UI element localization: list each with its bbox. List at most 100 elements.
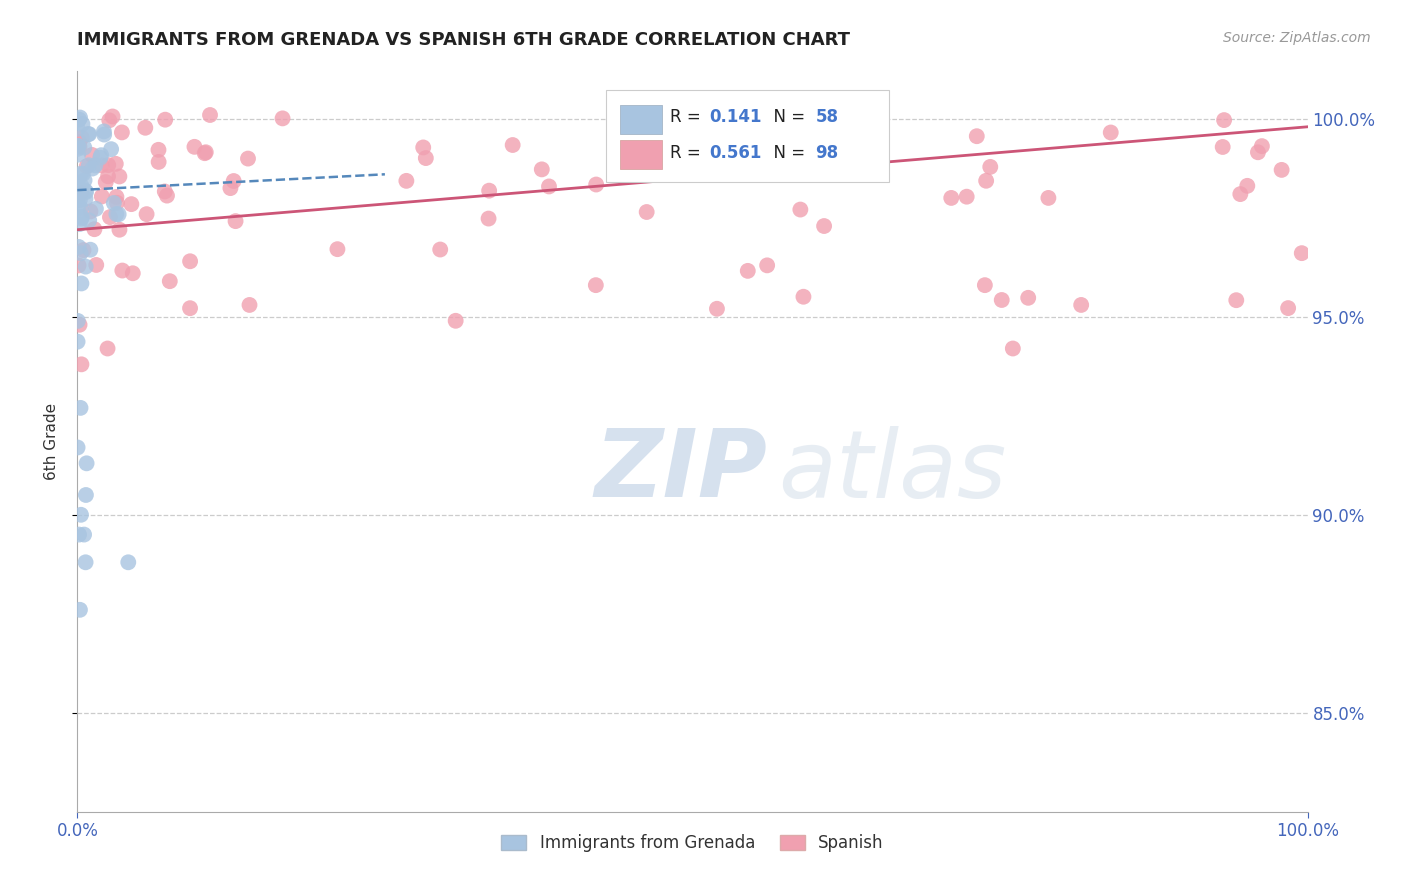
Point	[69, 217, 91, 231]
Point	[66, 142, 89, 156]
Point	[585, 178, 607, 192]
Point	[69, 193, 91, 207]
Point	[979, 160, 1001, 174]
Point	[444, 314, 467, 328]
Point	[148, 143, 170, 157]
Point	[77, 158, 100, 172]
Point	[79, 204, 101, 219]
Point	[69, 401, 91, 415]
Point	[156, 188, 179, 202]
Point	[70, 186, 93, 200]
Point	[76, 456, 98, 470]
Point	[530, 162, 553, 177]
Point	[69, 201, 91, 215]
Point	[70, 210, 93, 224]
Point	[502, 138, 524, 153]
Point	[135, 207, 157, 221]
Point	[75, 184, 97, 198]
Point	[75, 555, 97, 569]
Point	[477, 211, 499, 226]
Point	[1001, 342, 1024, 356]
Text: N =: N =	[762, 144, 810, 161]
Point	[84, 158, 107, 172]
Text: 58: 58	[815, 108, 838, 127]
Point	[100, 142, 122, 156]
Point	[70, 277, 93, 291]
Point	[66, 121, 89, 136]
Point	[84, 258, 107, 272]
Point	[73, 140, 96, 154]
Point	[808, 139, 831, 153]
Text: IMMIGRANTS FROM GRENADA VS SPANISH 6TH GRADE CORRELATION CHART: IMMIGRANTS FROM GRENADA VS SPANISH 6TH G…	[77, 31, 851, 49]
Point	[183, 140, 205, 154]
Text: 98: 98	[815, 144, 838, 161]
FancyBboxPatch shape	[620, 104, 662, 134]
Point	[222, 174, 245, 188]
Point	[956, 190, 979, 204]
Point	[1291, 246, 1313, 260]
Point	[1229, 187, 1251, 202]
Point	[69, 167, 91, 181]
Point	[111, 125, 134, 139]
Point	[1271, 162, 1294, 177]
Point	[66, 193, 89, 207]
Point	[67, 135, 90, 149]
Point	[83, 222, 105, 236]
Point	[67, 139, 90, 153]
Point	[478, 184, 501, 198]
Point	[194, 145, 217, 160]
Point	[70, 357, 93, 371]
Legend: Immigrants from Grenada, Spanish: Immigrants from Grenada, Spanish	[495, 828, 890, 859]
Point	[93, 124, 115, 138]
Point	[98, 113, 121, 128]
Point	[179, 254, 201, 268]
Point	[238, 298, 260, 312]
Point	[94, 175, 117, 189]
Point	[148, 155, 170, 169]
Point	[271, 112, 294, 126]
Point	[70, 130, 93, 145]
Point	[974, 174, 997, 188]
Point	[107, 207, 129, 221]
Point	[990, 293, 1012, 307]
Point	[97, 158, 120, 172]
Point	[236, 152, 259, 166]
FancyBboxPatch shape	[606, 90, 890, 183]
Point	[96, 342, 118, 356]
Point	[155, 112, 177, 127]
Point	[80, 148, 103, 162]
FancyBboxPatch shape	[620, 140, 662, 169]
Point	[1251, 139, 1274, 153]
Point	[1038, 191, 1060, 205]
Point	[75, 488, 97, 502]
Point	[69, 140, 91, 154]
Point	[120, 197, 142, 211]
Text: R =: R =	[671, 144, 706, 161]
Text: Source: ZipAtlas.com: Source: ZipAtlas.com	[1223, 31, 1371, 45]
Point	[89, 151, 111, 165]
Point	[766, 143, 789, 157]
Point	[395, 174, 418, 188]
Point	[108, 169, 131, 184]
Point	[1236, 178, 1258, 193]
Point	[72, 243, 94, 257]
Point	[77, 213, 100, 227]
Point	[105, 207, 128, 221]
Point	[429, 243, 451, 257]
Point	[104, 157, 127, 171]
Point	[1247, 145, 1270, 160]
Point	[706, 301, 728, 316]
Point	[66, 139, 89, 153]
Point	[73, 173, 96, 187]
Point	[67, 259, 90, 273]
Point	[585, 278, 607, 293]
Point	[70, 211, 93, 226]
Point	[66, 334, 89, 349]
Point	[66, 314, 89, 328]
Point	[66, 441, 89, 455]
Point	[93, 128, 115, 142]
Point	[117, 555, 139, 569]
Text: 0.561: 0.561	[710, 144, 762, 161]
Point	[219, 181, 242, 195]
Point	[1225, 293, 1247, 308]
